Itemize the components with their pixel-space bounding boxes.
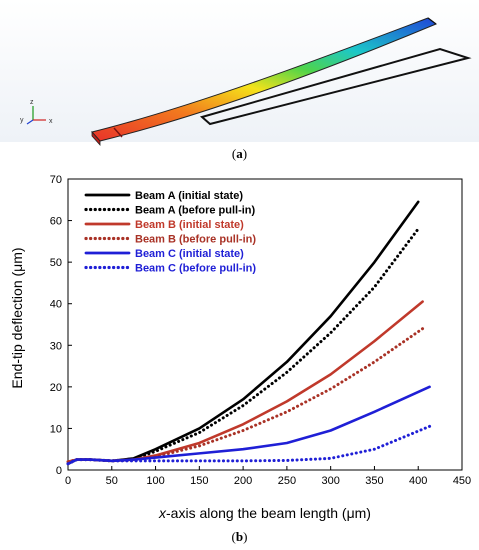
x-axis-title: x-axis along the beam length (μm) xyxy=(158,505,371,521)
chart-legend: Beam A (initial state) Beam A (before pul… xyxy=(84,190,256,275)
panel-b-label: (b) xyxy=(231,529,248,544)
y-tick-label: 10 xyxy=(50,423,62,435)
x-tick-label: 300 xyxy=(321,475,339,487)
x-tick-label: 450 xyxy=(453,475,471,487)
x-tick-label: 150 xyxy=(190,475,208,487)
y-tick-label: 0 xyxy=(56,465,62,477)
chart-series xyxy=(66,200,432,466)
x-axis-title-rest: -axis along the beam length (μm) xyxy=(166,505,371,521)
legend-entry-6: Beam C (before pull-in) xyxy=(135,263,256,275)
beam-side-face xyxy=(91,130,101,147)
triad-label-x: x xyxy=(49,118,53,125)
y-tick-label: 50 xyxy=(50,257,62,269)
series-line-2 xyxy=(66,227,420,466)
legend-entry-5: Beam C (initial state) xyxy=(135,248,244,260)
legend-entry-4: Beam B (before pull-in) xyxy=(135,234,256,246)
x-tick-label: 100 xyxy=(146,475,164,487)
x-tick-label: 0 xyxy=(65,475,71,487)
undeformed-beam-outline xyxy=(199,47,472,126)
triad-label-z: z xyxy=(30,99,34,106)
triad-label-y: y xyxy=(20,117,24,124)
deflection-chart: 0 50 100 150 200 250 300 350 400 450 0 10 20 30 40 50 60… xyxy=(9,174,471,521)
series-line-3 xyxy=(66,300,424,463)
beam-tip-edge xyxy=(427,17,437,25)
y-tick-label: 60 xyxy=(50,216,62,228)
y-axis-title: End-tip deflection (μm) xyxy=(9,247,25,388)
y-tick-label: 30 xyxy=(50,340,62,352)
beam-anchor-mark xyxy=(113,127,123,138)
y-tick-label: 20 xyxy=(50,382,62,394)
x-tick-label: 350 xyxy=(365,475,383,487)
axis-triad: z x y xyxy=(20,99,53,125)
x-tick-label: 250 xyxy=(278,475,296,487)
legend-entry-1: Beam A (initial state) xyxy=(135,190,243,202)
panel-a-label: (a) xyxy=(231,146,248,161)
beam-rendering: z x y xyxy=(0,0,479,147)
legend-entry-2: Beam A (before pull-in) xyxy=(135,205,256,217)
series-line-5 xyxy=(66,385,431,466)
render-background xyxy=(0,0,479,142)
y-tick-label: 70 xyxy=(50,174,62,186)
x-tick-label: 200 xyxy=(234,475,252,487)
series-line-6 xyxy=(66,424,432,466)
x-axis-title-italic: x xyxy=(158,505,167,521)
x-tick-label: 50 xyxy=(106,475,118,487)
plot-frame xyxy=(67,178,463,471)
chart-axes: 0 50 100 150 200 250 300 350 400 450 0 10 20 30 40 50 60… xyxy=(50,174,471,487)
series-line-4 xyxy=(66,327,425,464)
legend-entry-3: Beam B (initial state) xyxy=(135,219,244,231)
y-tick-label: 40 xyxy=(50,299,62,311)
x-tick-label: 400 xyxy=(409,475,427,487)
